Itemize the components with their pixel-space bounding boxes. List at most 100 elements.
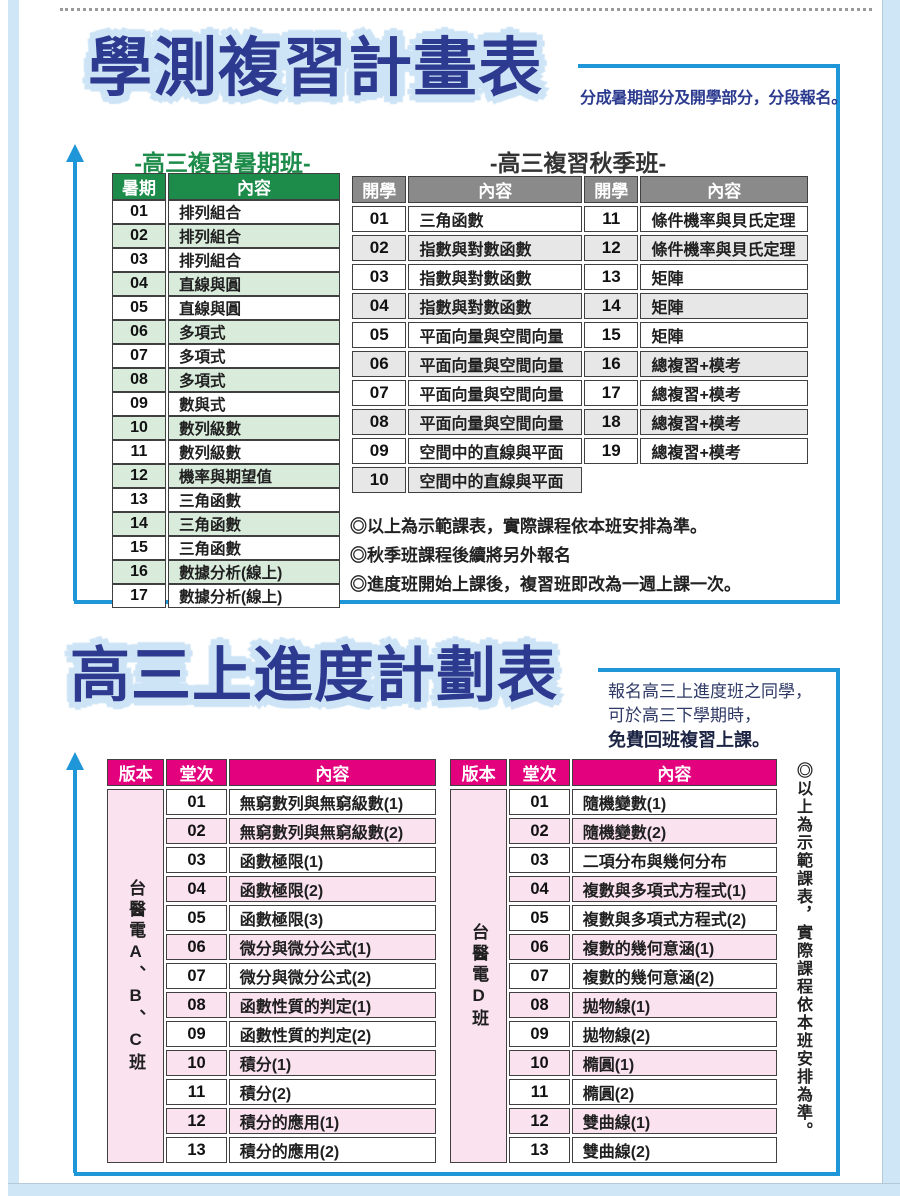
lesson-number: 17 — [112, 584, 166, 608]
lesson-content: 拋物線(2) — [571, 1021, 777, 1047]
table-row: 12 積分的應用(1) — [107, 1108, 436, 1134]
lesson-content: 複數的幾何意涵(2) — [571, 963, 777, 989]
column-header: 暑期 — [112, 173, 166, 200]
lesson-number: 04 — [509, 876, 570, 902]
lesson-content: 平面向量與空間向量 — [408, 409, 582, 435]
table-row: 09 空間中的直線與平面 19 總複習+模考 — [352, 438, 808, 464]
table-header-row: 開學 內容 開學 內容 — [352, 176, 808, 203]
dotted-divider — [60, 8, 872, 11]
lesson-number: 01 — [509, 789, 570, 815]
lesson-content: 總複習+模考 — [640, 351, 808, 377]
table-row: 07 微分與微分公式(2) — [107, 963, 436, 989]
section1-note: 分成暑期部分及開學部分，分段報名。 — [580, 90, 847, 107]
lesson-content: 數列級數 — [168, 416, 340, 440]
lesson-content: 多項式 — [168, 344, 340, 368]
page-edge-bottom — [8, 1183, 900, 1196]
lesson-content: 隨機變數(2) — [571, 818, 777, 844]
lesson-content: 條件機率與貝氏定理 — [640, 235, 808, 261]
lesson-number: 03 — [352, 264, 407, 290]
lesson-number: 06 — [112, 320, 166, 344]
lesson-content: 多項式 — [168, 320, 340, 344]
lesson-number: 19 — [584, 438, 639, 464]
lesson-number: 14 — [584, 293, 639, 319]
lesson-content: 函數性質的判定(2) — [228, 1021, 436, 1047]
table-row: 03 二項分布與幾何分布 — [450, 847, 777, 873]
lesson-number: 07 — [112, 344, 166, 368]
lesson-number: 13 — [584, 264, 639, 290]
lesson-content: 總複習+模考 — [640, 438, 808, 464]
footnote: ◎以上為示範課表，實際課程依本班安排為準。 — [350, 517, 707, 536]
lesson-number: 03 — [112, 248, 166, 272]
table-row: 12 機率與期望值 — [112, 464, 340, 488]
lesson-number: 07 — [166, 963, 227, 989]
table-row: 07 平面向量與空間向量 17 總複習+模考 — [352, 380, 808, 406]
lesson-content: 直線與圓 — [168, 272, 340, 296]
lesson-number: 15 — [584, 322, 639, 348]
lesson-number: 05 — [112, 296, 166, 320]
footnote: ◎進度班開始上課後，複習班即改為一週上課一次。 — [350, 575, 741, 594]
lesson-number: 07 — [352, 380, 407, 406]
table-row: 16 數據分析(線上) — [112, 560, 340, 584]
table-row: 06 微分與微分公式(1) — [107, 934, 436, 960]
lesson-content: 積分的應用(2) — [228, 1137, 436, 1163]
up-arrow-shaft — [73, 769, 77, 1173]
table-row: 04 複數與多項式方程式(1) — [450, 876, 777, 902]
lesson-number: 09 — [352, 438, 407, 464]
lesson-number: 12 — [166, 1108, 227, 1134]
section1-title: 學測複習計畫表 — [88, 32, 543, 104]
table-row: 10 空間中的直線與平面 — [352, 467, 808, 493]
summer-schedule-table: 暑期 內容 01 排列組合 02 排列組合 03 排列組合 04 直線與圓 05 直線與圓 06 多項式… — [110, 173, 342, 608]
column-header: 版本 — [450, 759, 508, 786]
lesson-number: 04 — [166, 876, 227, 902]
column-header: 堂次 — [509, 759, 570, 786]
lesson-content: 複數的幾何意涵(1) — [571, 934, 777, 960]
lesson-content: 三角函數 — [168, 536, 340, 560]
lesson-content: 積分的應用(1) — [228, 1108, 436, 1134]
table-row: 08 函數性質的判定(1) — [107, 992, 436, 1018]
lesson-number: 02 — [166, 818, 227, 844]
table-row: 13 雙曲線(2) — [450, 1137, 777, 1163]
version-cell: 台醫電D班 — [450, 789, 508, 1163]
lesson-number: 06 — [352, 351, 407, 377]
lesson-content: 二項分布與幾何分布 — [571, 847, 777, 873]
table-header-row: 版本 堂次 內容 — [450, 759, 777, 786]
table-row: 03 排列組合 — [112, 248, 340, 272]
lesson-number: 04 — [112, 272, 166, 296]
table-row: 05 平面向量與空間向量 15 矩陣 — [352, 322, 808, 348]
progress-table-abc: 版本 堂次 內容 台醫電A、B、C班 01 無窮數列與無窮級數(1) 02 無窮數列與無窮級… — [105, 756, 438, 1166]
lesson-number: 14 — [112, 512, 166, 536]
section2-note: 報名高三上進度班之同學， 可於高三下學期時， 免費回班複習上課。 — [608, 680, 812, 752]
frame2-right-line — [836, 668, 840, 1176]
page-edge-right — [882, 0, 900, 1196]
table-row: 台醫電D班 01 隨機變數(1) — [450, 789, 777, 1163]
version-cell: 台醫電A、B、C班 — [107, 789, 165, 1163]
table-row: 11 數列級數 — [112, 440, 340, 464]
lesson-number: 13 — [166, 1137, 227, 1163]
lesson-content: 空間中的直線與平面 — [408, 438, 582, 464]
table-row: 13 積分的應用(2) — [107, 1137, 436, 1163]
table-row: 04 直線與圓 — [112, 272, 340, 296]
lesson-content: 三角函數 — [168, 488, 340, 512]
lesson-content: 排列組合 — [168, 224, 340, 248]
table-row: 08 多項式 — [112, 368, 340, 392]
column-header: 內容 — [168, 173, 340, 200]
lesson-number: 08 — [166, 992, 227, 1018]
lesson-number: 12 — [509, 1108, 570, 1134]
lesson-number: 11 — [166, 1079, 227, 1105]
lesson-number: 08 — [352, 409, 407, 435]
page-edge-left — [8, 0, 19, 1196]
table-row: 08 平面向量與空間向量 18 總複習+模考 — [352, 409, 808, 435]
lesson-number: 15 — [112, 536, 166, 560]
lesson-content: 平面向量與空間向量 — [408, 351, 582, 377]
lesson-content: 積分(2) — [228, 1079, 436, 1105]
table-header-row: 暑期 內容 — [112, 173, 340, 200]
lesson-number: 01 — [352, 206, 407, 232]
column-header: 內容 — [408, 176, 582, 203]
lesson-content: 數據分析(線上) — [168, 560, 340, 584]
table-row: 06 多項式 — [112, 320, 340, 344]
lesson-number: 02 — [509, 818, 570, 844]
lesson-content: 雙曲線(2) — [571, 1137, 777, 1163]
lesson-content: 數列級數 — [168, 440, 340, 464]
lesson-content: 排列組合 — [168, 200, 340, 224]
table-row: 02 指數與對數函數 12 條件機率與貝氏定理 — [352, 235, 808, 261]
